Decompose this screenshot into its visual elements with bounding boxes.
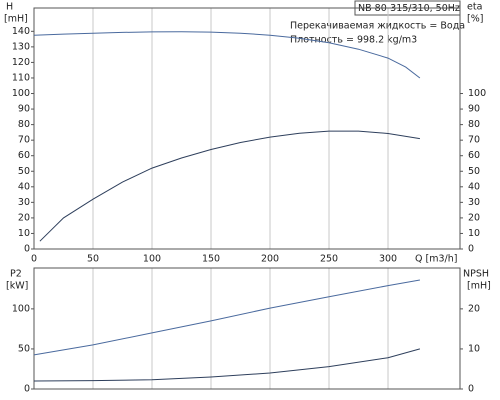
y-tick-label: 10 <box>18 228 30 239</box>
y2-label: eta <box>467 2 482 13</box>
y-label: P2 <box>10 269 22 280</box>
y-tick-label: 80 <box>18 119 30 130</box>
y2-tick-label: 20 <box>468 212 480 223</box>
y2-tick-label: 30 <box>468 197 480 208</box>
y-label: H <box>6 2 13 13</box>
y-tick-label: 120 <box>12 57 30 68</box>
y-label-unit: [kW] <box>6 281 28 292</box>
x-tick-label: 50 <box>87 254 99 265</box>
y-tick-label: 110 <box>12 72 30 83</box>
y2-tick-label: 80 <box>468 119 480 130</box>
x-tick-label: 200 <box>261 254 279 265</box>
y2-label-unit: [%] <box>467 14 483 25</box>
y-tick-label: 30 <box>18 197 30 208</box>
x-tick-label: 100 <box>143 254 161 265</box>
y-tick-label: 90 <box>18 104 30 115</box>
y2-tick-label: 0 <box>468 244 474 255</box>
y-tick-label: 130 <box>12 41 30 52</box>
curve <box>33 279 420 356</box>
y2-label-unit: [mH] <box>467 281 491 292</box>
y2-tick-label: 100 <box>468 88 486 99</box>
x-tick-label: 300 <box>379 254 397 265</box>
y2-tick-label: 60 <box>468 150 480 161</box>
plot-frame <box>33 7 461 250</box>
y-tick-label: 20 <box>18 212 30 223</box>
x-tick-label: 250 <box>320 254 338 265</box>
curve <box>33 31 421 79</box>
x-tick-label: 0 <box>31 254 37 265</box>
y-tick-label: 60 <box>18 150 30 161</box>
curve <box>33 348 421 382</box>
y2-tick-label: 50 <box>468 166 480 177</box>
x-label: Q [m3/h] <box>415 254 457 265</box>
y2-tick-label: 20 <box>468 303 480 314</box>
y2-tick-label: 90 <box>468 104 480 115</box>
annotation: Перекачиваемая жидкость = Вода <box>290 21 465 32</box>
y-tick-label: 40 <box>18 181 30 192</box>
y2-tick-label: 10 <box>468 228 480 239</box>
y-tick-label: 0 <box>24 384 30 395</box>
curve <box>39 130 420 242</box>
y-tick-label: 0 <box>24 244 30 255</box>
y-tick-label: 140 <box>12 26 30 37</box>
y-tick-label: 100 <box>12 303 30 314</box>
y2-tick-label: 40 <box>468 181 480 192</box>
y-tick-label: 50 <box>18 166 30 177</box>
y-tick-label: 100 <box>12 88 30 99</box>
y-tick-label: 50 <box>18 343 30 354</box>
plot-frame <box>33 267 461 390</box>
y-label-unit: [mH] <box>4 14 28 25</box>
x-tick-label: 150 <box>202 254 220 265</box>
y2-tick-label: 10 <box>468 343 480 354</box>
y2-tick-label: 0 <box>468 384 474 395</box>
annotation: Плотность = 998.2 kg/m3 <box>290 35 417 46</box>
y2-label: NPSH <box>463 269 489 280</box>
y-tick-label: 70 <box>18 135 30 146</box>
y2-tick-label: 70 <box>468 135 480 146</box>
